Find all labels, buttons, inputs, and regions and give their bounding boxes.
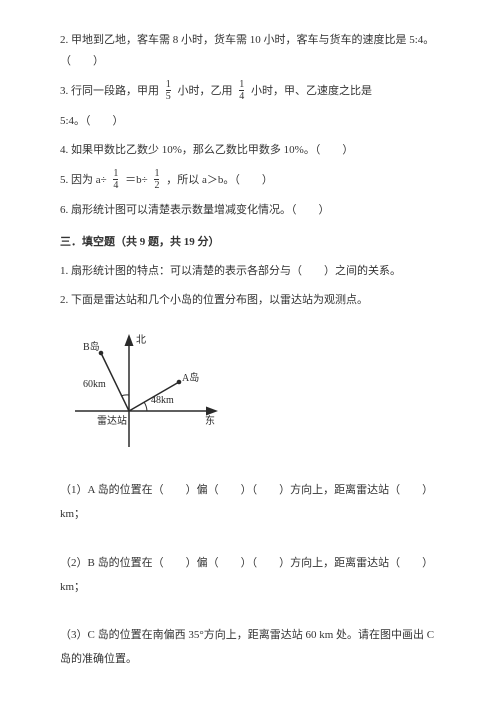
sub1-unit: km； (60, 502, 445, 526)
question-4: 4. 如果甲数比乙数少 10%，那么乙数比甲数多 10%。（ ） (60, 140, 445, 161)
q5-post: ，所以 a＞b。（ ） (166, 174, 273, 186)
fill-sub3: （3）C 岛的位置在南偏西 35°方向上，距离雷达站 60 km 处。请在图中画… (60, 623, 445, 671)
frac-den: 4 (239, 90, 244, 102)
section-3-title: 三．填空题（共 9 题，共 19 分） (60, 232, 445, 253)
a-arc (144, 402, 147, 411)
q5-mid: ＝b÷ (125, 174, 148, 186)
diagram-svg: B岛 北 A岛 60km 48km 雷达站 东 (65, 329, 225, 454)
fraction-1-5: 1 5 (166, 79, 171, 102)
q2-text: 2. 甲地到乙地，客车需 8 小时，货车需 10 小时，客车与货车的速度比是 5… (60, 34, 434, 67)
radar-diagram: B岛 北 A岛 60km 48km 雷达站 东 (65, 329, 445, 454)
fraction-1-2: 1 2 (154, 168, 159, 191)
fill-sub2: （2）B 岛的位置在（ ）偏（ ）（ ）方向上，距离雷达站（ ） km； (60, 551, 445, 599)
q3-mid: 小时，乙用 (178, 85, 233, 97)
sub3-line1: （3）C 岛的位置在南偏西 35°方向上，距离雷达站 60 km 处。请在图中画… (60, 623, 445, 647)
label-east: 东 (205, 414, 215, 427)
sub3-line2: 岛的准确位置。 (60, 647, 445, 671)
frac-den: 5 (166, 90, 171, 102)
b-arc (121, 395, 129, 396)
question-5: 5. 因为 a÷ 1 4 ＝b÷ 1 2 ，所以 a＞b。（ ） (60, 169, 445, 192)
frac-den: 4 (113, 179, 118, 191)
a-point (177, 380, 182, 385)
label-north: 北 (136, 334, 146, 346)
frac-num: 1 (154, 168, 159, 179)
label-48km: 48km (151, 395, 174, 406)
frac-num: 1 (239, 79, 244, 90)
fill-q1: 1. 扇形统计图的特点：可以清楚的表示各部分与（ ）之间的关系。 (60, 261, 445, 282)
frac-num: 1 (113, 168, 118, 179)
label-a: A岛 (182, 371, 199, 384)
question-3-end: 5:4。（ ） (60, 111, 445, 132)
fill-q2: 2. 下面是雷达站和几个小岛的位置分布图，以雷达站为观测点。 (60, 290, 445, 311)
q6-text: 6. 扇形统计图可以清楚表示数量增减变化情况。（ ） (60, 204, 330, 216)
q3-post: 小时，甲、乙速度之比是 (251, 85, 372, 97)
label-radar: 雷达站 (97, 414, 127, 427)
fraction-1-4: 1 4 (239, 79, 244, 102)
question-3: 3. 行同一段路，甲用 1 5 小时，乙用 1 4 小时，甲、乙速度之比是 (60, 80, 445, 103)
question-2: 2. 甲地到乙地，客车需 8 小时，货车需 10 小时，客车与货车的速度比是 5… (60, 30, 445, 72)
fill-sub1: （1）A 岛的位置在（ ）偏（ ）（ ）方向上，距离雷达站（ ） km； (60, 478, 445, 526)
q5-pre: 5. 因为 a÷ (60, 174, 107, 186)
fraction-1-4b: 1 4 (113, 168, 118, 191)
frac-den: 2 (154, 179, 159, 191)
q3-pre: 3. 行同一段路，甲用 (60, 85, 159, 97)
sub2-line1: （2）B 岛的位置在（ ）偏（ ）（ ）方向上，距离雷达站（ ） (60, 551, 445, 575)
label-60km: 60km (83, 379, 106, 390)
frac-num: 1 (166, 79, 171, 90)
q3-end: 5:4。（ ） (60, 115, 124, 127)
q4-text: 4. 如果甲数比乙数少 10%，那么乙数比甲数多 10%。（ ） (60, 144, 353, 156)
sub1-line1: （1）A 岛的位置在（ ）偏（ ）（ ）方向上，距离雷达站（ ） (60, 478, 445, 502)
label-b: B岛 (83, 340, 100, 353)
sub2-unit: km； (60, 575, 445, 599)
question-6: 6. 扇形统计图可以清楚表示数量增减变化情况。（ ） (60, 200, 445, 221)
